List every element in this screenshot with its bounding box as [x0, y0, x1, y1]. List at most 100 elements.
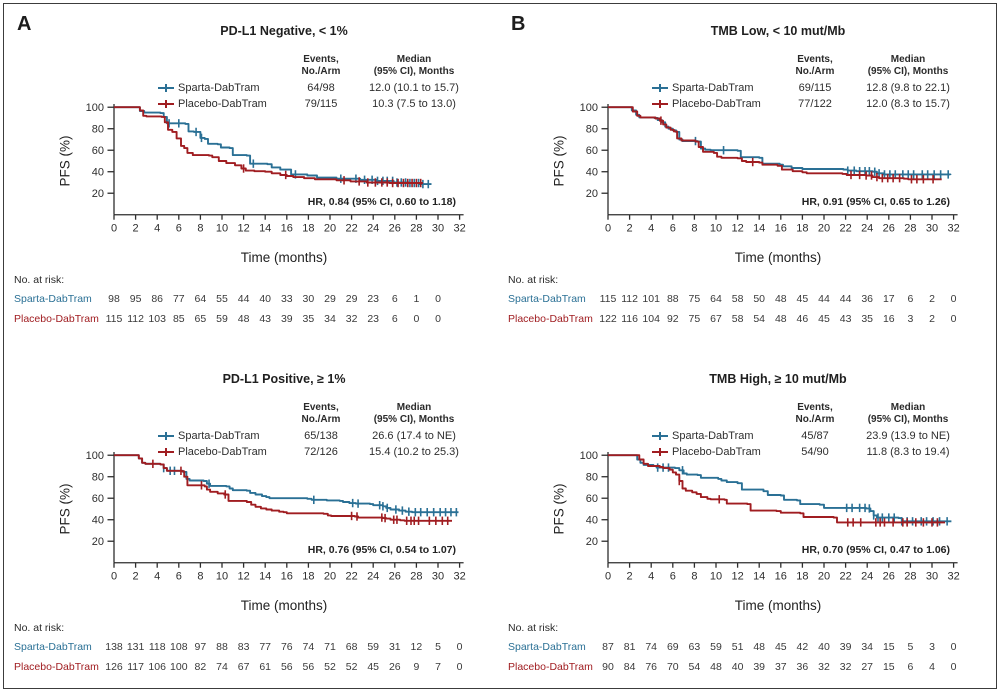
x-tick-label: 6	[176, 571, 182, 583]
x-tick-label: 22	[345, 223, 357, 235]
x-tick-label: 24	[367, 223, 379, 235]
x-tick-label: 0	[605, 223, 611, 235]
risk-counts: 90 84 76 70 54 48 40 39 37 36 32 32 27 15 6 4 0	[502, 661, 984, 677]
legend-header-events: Events, No./Arm	[795, 54, 835, 78]
risk-count: 116	[621, 313, 638, 325]
risk-count: 71	[324, 641, 336, 653]
risk-arm-name: Placebo-DabTram	[508, 313, 593, 325]
legend-arm-events: 65/138	[304, 430, 338, 443]
axes	[601, 452, 958, 568]
risk-count: 138	[105, 641, 123, 653]
risk-count: 3	[907, 313, 914, 325]
legend-arm-median: 11.8 (8.3 to 19.4)	[866, 446, 950, 459]
risk-count: 32	[818, 661, 830, 673]
x-tick-label: 16	[281, 571, 293, 583]
x-tick-label: 14	[753, 571, 765, 583]
risk-count: 51	[731, 641, 744, 653]
risk-count: 103	[148, 313, 166, 325]
risk-count: 52	[324, 661, 336, 673]
axes	[601, 104, 958, 220]
risk-count: 58	[731, 293, 744, 305]
risk-table: No. at risk: Sparta-DabTram 138 131 118 108…	[8, 622, 490, 684]
km-curve-sparta	[114, 454, 459, 514]
risk-count: 42	[796, 641, 809, 653]
y-tick-label: 80	[92, 472, 104, 484]
risk-count: 84	[623, 661, 636, 673]
legend-arm-name: Sparta-DabTram	[672, 430, 754, 443]
y-tick-label: 20	[92, 188, 104, 200]
risk-count: 70	[666, 661, 679, 673]
risk-count: 6	[907, 293, 914, 305]
risk-count: 83	[237, 641, 250, 653]
x-tick-label: 28	[410, 571, 422, 583]
legend-arm-events: 69/115	[798, 82, 832, 95]
sparta-marker-icon	[156, 431, 176, 441]
risk-count: 52	[345, 661, 358, 673]
risk-table: No. at risk: Sparta-DabTram 87 81 74 69 63 59…	[502, 622, 984, 684]
legend-arm-events: 72/126	[304, 446, 338, 459]
x-tick-label: 0	[605, 571, 611, 583]
risk-count: 23	[367, 293, 380, 305]
km-curve-placebo	[608, 454, 945, 524]
risk-count: 106	[148, 661, 166, 673]
risk-count: 50	[753, 293, 766, 305]
x-tick-label: 28	[904, 571, 916, 583]
x-tick-label: 30	[926, 571, 938, 583]
km-panel-tmb-low: TMB Low, < 10 mut/Mb Events, No./Arm Medi…	[502, 12, 984, 342]
x-tick-label: 6	[176, 223, 182, 235]
x-tick-label: 4	[154, 571, 160, 583]
risk-arm-name: Placebo-DabTram	[508, 661, 593, 673]
legend-header-events: Events, No./Arm	[301, 402, 341, 426]
risk-count: 35	[861, 313, 874, 325]
legend-arm-median: 10.3 (7.5 to 13.0)	[372, 98, 456, 111]
risk-count: 48	[710, 661, 722, 673]
risk-count: 0	[950, 641, 957, 653]
panel-letter-a: A	[17, 13, 32, 35]
risk-count: 98	[108, 293, 120, 305]
risk-count: 58	[731, 313, 744, 325]
x-tick-label: 28	[410, 223, 422, 235]
risk-table-label: No. at risk:	[508, 622, 559, 634]
risk-table: No. at risk: Sparta-DabTram 98 95 86 77 64 55…	[8, 274, 490, 336]
risk-count: 0	[950, 293, 957, 305]
risk-count: 48	[753, 641, 766, 653]
x-tick-label: 18	[302, 223, 314, 235]
km-panel-tmb-high: TMB High, ≥ 10 mut/Mb Events, No./Arm Med…	[502, 360, 984, 690]
risk-count: 44	[818, 293, 830, 305]
legend-arm-name: Sparta-DabTram	[178, 82, 260, 95]
x-tick-label: 8	[197, 571, 203, 583]
risk-count: 87	[602, 641, 614, 653]
risk-count: 40	[818, 641, 830, 653]
risk-count: 0	[456, 641, 463, 653]
risk-counts: 115 112 101 88 75 64 58 50 48 45 44 44 36 17 6 2 0	[502, 293, 984, 309]
x-tick-label: 12	[237, 571, 249, 583]
risk-count: 5	[435, 641, 441, 653]
risk-count: 65	[194, 313, 207, 325]
risk-count: 30	[302, 293, 315, 305]
risk-count: 67	[237, 661, 250, 673]
km-curve-sparta	[608, 106, 952, 176]
risk-count: 34	[324, 313, 336, 325]
risk-arm-name: Sparta-DabTram	[14, 293, 92, 305]
y-tick-label: 80	[92, 124, 104, 136]
risk-count: 76	[280, 641, 293, 653]
legend-arm-name: Sparta-DabTram	[672, 82, 754, 95]
x-tick-label: 22	[345, 571, 357, 583]
hazard-ratio-text: HR, 0.70 (95% CI, 0.47 to 1.06)	[801, 544, 950, 556]
x-tick-label: 20	[324, 571, 336, 583]
x-tick-label: 12	[731, 571, 743, 583]
placebo-marker-icon	[650, 99, 670, 109]
risk-arm-name: Sparta-DabTram	[508, 641, 586, 653]
legend-arm-median: 12.0 (8.3 to 15.7)	[866, 98, 950, 111]
x-tick-label: 8	[197, 223, 203, 235]
legend: Events, No./Arm Median (95% CI), Months Sp…	[156, 402, 476, 458]
x-tick-label: 0	[111, 223, 117, 235]
risk-count: 23	[367, 313, 380, 325]
risk-count: 26	[388, 661, 401, 673]
risk-count: 15	[882, 641, 895, 653]
risk-count: 75	[688, 313, 701, 325]
risk-count: 29	[345, 293, 358, 305]
x-tick-label: 18	[796, 571, 808, 583]
